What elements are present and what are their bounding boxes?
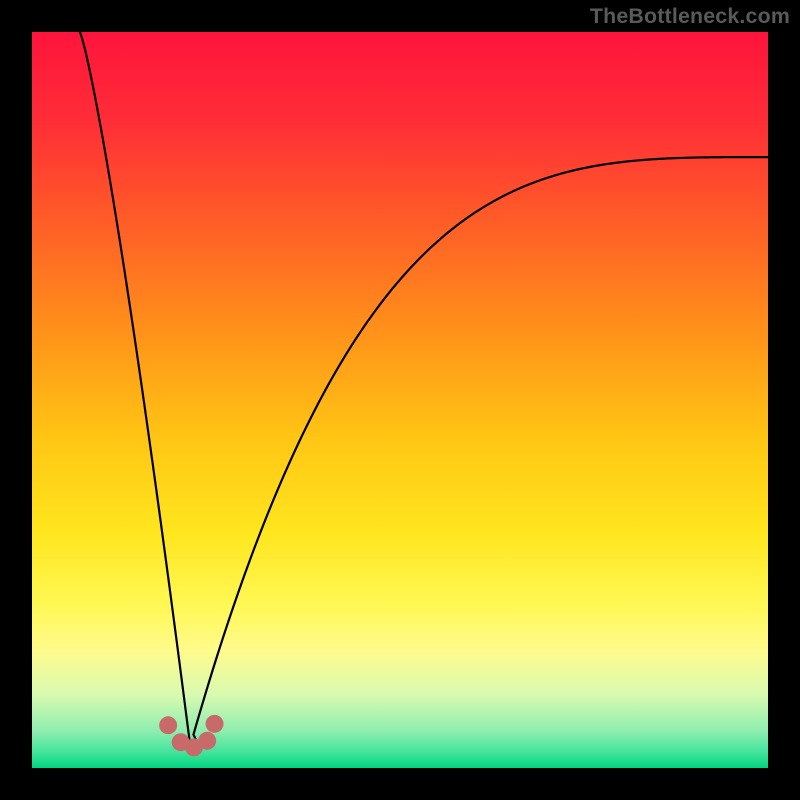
min-dot bbox=[206, 715, 224, 733]
min-dot bbox=[198, 732, 216, 750]
min-dot bbox=[159, 716, 177, 734]
watermark-text: TheBottleneck.com bbox=[590, 4, 790, 29]
bottleneck-plot bbox=[32, 32, 768, 768]
chart-stage: TheBottleneck.com bbox=[0, 0, 800, 800]
plot-background bbox=[32, 32, 768, 768]
